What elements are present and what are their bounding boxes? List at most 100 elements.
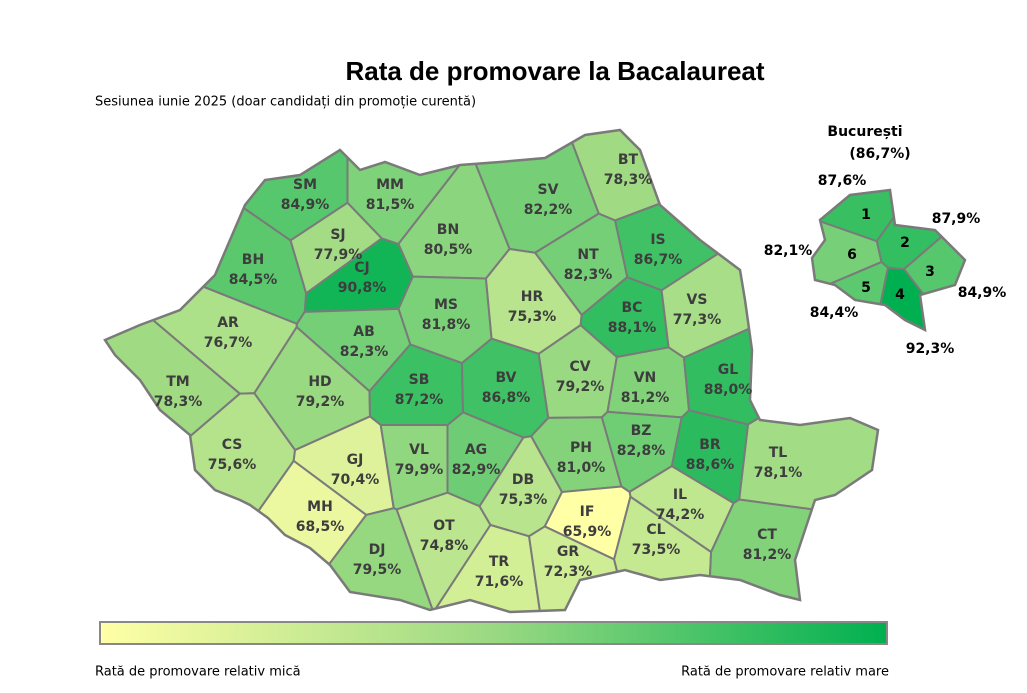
county-code: VL bbox=[409, 442, 429, 458]
county-code: BH bbox=[242, 252, 264, 268]
county-value: 87,2% bbox=[395, 392, 444, 408]
sector-label: 4 bbox=[895, 287, 905, 303]
county-code: VS bbox=[687, 292, 708, 308]
bucharest-value: (86,7%) bbox=[849, 146, 910, 162]
county-value: 82,2% bbox=[524, 202, 573, 218]
county-value: 71,6% bbox=[475, 574, 524, 590]
county-code: GL bbox=[718, 362, 738, 378]
country-outline bbox=[103, 128, 880, 614]
county-value: 88,6% bbox=[686, 457, 735, 473]
county-code: HR bbox=[521, 289, 544, 305]
county-code: VN bbox=[634, 370, 657, 386]
county-value: 82,3% bbox=[340, 344, 389, 360]
county bbox=[105, 392, 297, 612]
county-code: TR bbox=[489, 554, 510, 570]
county-value: 75,3% bbox=[508, 309, 557, 325]
county bbox=[517, 130, 878, 222]
county-value: 86,7% bbox=[634, 252, 683, 268]
sector-value: 84,4% bbox=[810, 305, 859, 321]
county-value: 81,8% bbox=[422, 317, 471, 333]
sector-value: 84,9% bbox=[958, 285, 1007, 301]
county-value: 80,5% bbox=[424, 242, 473, 258]
county-code: AR bbox=[217, 315, 239, 331]
legend-gradient bbox=[99, 621, 888, 645]
county-value: 81,0% bbox=[557, 460, 606, 476]
county-value: 78,1% bbox=[754, 465, 803, 481]
sector-value: 87,6% bbox=[818, 173, 867, 189]
county-value: 74,8% bbox=[420, 538, 469, 554]
county-value: 82,3% bbox=[564, 267, 613, 283]
county-value: 86,8% bbox=[482, 390, 531, 406]
county-code: DJ bbox=[369, 542, 386, 558]
county-code: SV bbox=[538, 182, 559, 198]
county-code: SJ bbox=[330, 227, 345, 243]
sector-value: 92,3% bbox=[906, 341, 955, 357]
county-code: IF bbox=[580, 504, 595, 520]
county-value: 79,5% bbox=[353, 562, 402, 578]
county-code: BZ bbox=[631, 423, 652, 439]
county-code: CS bbox=[222, 437, 243, 453]
county-value: 74,2% bbox=[656, 507, 705, 523]
county-value: 79,2% bbox=[296, 394, 345, 410]
subtitle: Sesiunea iunie 2025 (doar candidați din … bbox=[95, 95, 476, 110]
county-value: 82,8% bbox=[617, 443, 666, 459]
county-code: CT bbox=[757, 527, 777, 543]
county-code: BC bbox=[622, 300, 643, 316]
county-code: BR bbox=[699, 437, 721, 453]
county-value: 79,9% bbox=[395, 462, 444, 478]
sector-label: 5 bbox=[861, 280, 871, 296]
county-code: MS bbox=[434, 297, 458, 313]
bucharest-outline bbox=[810, 188, 967, 333]
county-value: 75,6% bbox=[208, 457, 257, 473]
county-value: 76,7% bbox=[204, 335, 253, 351]
legend-low: Rată de promovare relativ mică bbox=[95, 665, 301, 680]
county-value: 84,9% bbox=[281, 197, 330, 213]
bucharest-title: București bbox=[827, 124, 902, 140]
county-code: HD bbox=[308, 374, 331, 390]
county-value: 81,5% bbox=[366, 197, 415, 213]
county-code: MH bbox=[307, 499, 333, 515]
sector bbox=[812, 190, 883, 330]
county-code: OT bbox=[433, 518, 455, 534]
county-value: 82,9% bbox=[452, 462, 501, 478]
county-code: BV bbox=[496, 370, 517, 386]
county-code: SB bbox=[409, 372, 430, 388]
county-code: BT bbox=[618, 152, 639, 168]
county-value: 79,2% bbox=[556, 379, 605, 395]
county-value: 73,5% bbox=[632, 542, 681, 558]
county-code: TM bbox=[166, 374, 189, 390]
county-code: TL bbox=[769, 445, 788, 461]
county bbox=[105, 196, 242, 602]
county-value: 81,2% bbox=[621, 390, 670, 406]
county-value: 70,4% bbox=[331, 472, 380, 488]
county-value: 88,1% bbox=[608, 320, 657, 336]
county-code: NT bbox=[577, 247, 599, 263]
county-value: 90,8% bbox=[338, 280, 387, 296]
county-code: MM bbox=[376, 177, 404, 193]
county-code: GR bbox=[557, 544, 579, 560]
county-code: AG bbox=[465, 442, 487, 458]
sector-label: 6 bbox=[847, 247, 857, 263]
county-code: CL bbox=[646, 522, 665, 538]
county-value: 77,9% bbox=[314, 247, 363, 263]
county-code: DB bbox=[512, 472, 534, 488]
county-value: 81,2% bbox=[743, 547, 792, 563]
county-value: 77,3% bbox=[673, 312, 722, 328]
county-value: 78,3% bbox=[154, 394, 203, 410]
county-value: 78,3% bbox=[604, 172, 653, 188]
county-value: 68,5% bbox=[296, 519, 345, 535]
county-value: 88,0% bbox=[704, 382, 753, 398]
county-code: CV bbox=[569, 359, 590, 375]
county-code: SM bbox=[293, 177, 317, 193]
county-value: 84,5% bbox=[229, 272, 278, 288]
county-code: CJ bbox=[354, 260, 369, 276]
county-value: 72,3% bbox=[544, 564, 593, 580]
sector-label: 2 bbox=[900, 235, 910, 251]
legend-high: Rată de promovare relativ mare bbox=[681, 665, 889, 680]
sector-value: 87,9% bbox=[932, 211, 981, 227]
county-code: IL bbox=[673, 487, 687, 503]
county-code: AB bbox=[353, 324, 375, 340]
sector-label: 1 bbox=[861, 207, 871, 223]
county-value: 65,9% bbox=[563, 524, 612, 540]
